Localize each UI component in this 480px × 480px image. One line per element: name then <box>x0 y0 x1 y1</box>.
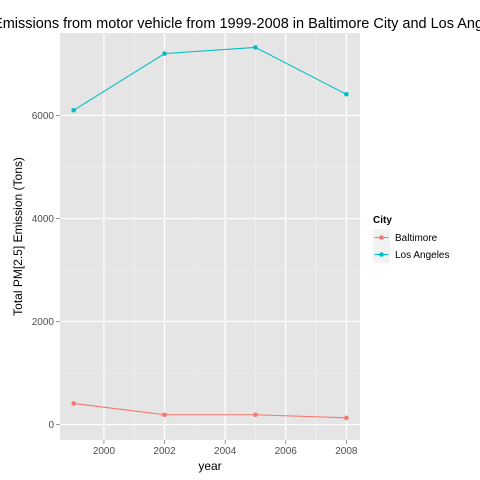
y-axis-tick-labels: 0 2000 4000 6000 <box>32 111 55 431</box>
y-tick-label: 0 <box>48 420 54 431</box>
legend-label: Baltimore <box>395 233 438 244</box>
x-tick-label: 2000 <box>93 446 116 457</box>
y-tick-label: 4000 <box>32 214 55 225</box>
series-line-baltimore <box>73 402 347 419</box>
y-tick-label: 6000 <box>32 111 55 122</box>
series-line-los-angeles <box>73 46 347 111</box>
x-tick-label: 2008 <box>335 446 358 457</box>
legend-item-los-angeles: Los Angeles <box>373 246 450 263</box>
major-gridlines <box>60 33 360 440</box>
x-tick-label: 2002 <box>153 446 176 457</box>
x-axis-title: year <box>198 459 221 473</box>
series-layer <box>71 45 349 421</box>
legend-key-point <box>379 235 384 240</box>
data-point <box>344 92 349 97</box>
x-axis-tick-labels: 2000 2002 2004 2006 2008 <box>93 446 358 457</box>
y-tick-label: 2000 <box>32 317 55 328</box>
data-point <box>344 415 349 421</box>
minor-gridlines <box>60 33 360 440</box>
data-point <box>71 401 76 406</box>
legend-items: Baltimore Los Angeles <box>373 229 450 263</box>
data-point <box>162 51 167 56</box>
legend-item-baltimore: Baltimore <box>373 229 438 246</box>
legend-label: Los Angeles <box>395 250 450 261</box>
data-point <box>71 107 76 113</box>
legend: City Baltimore Los Angeles <box>373 215 450 263</box>
y-axis-title: Total PM[2.5] Emission (Tons) <box>11 157 25 316</box>
data-point <box>253 45 258 50</box>
chart-title: Total PM[2.5] Emissions from motor vehic… <box>0 16 480 32</box>
legend-key-point <box>379 252 384 257</box>
data-point <box>253 412 258 418</box>
plot-panel <box>60 33 360 440</box>
axis-ticks <box>56 115 347 444</box>
data-point <box>162 412 167 418</box>
x-tick-label: 2006 <box>275 446 298 457</box>
legend-title: City <box>373 215 392 226</box>
x-tick-label: 2004 <box>214 446 237 457</box>
